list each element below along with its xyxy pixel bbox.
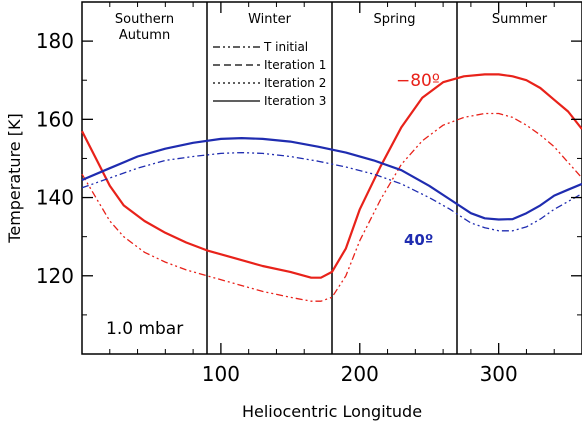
season-label-3: Summer	[492, 12, 548, 27]
axes-ticks: 120 140 160 180 100 200 300	[36, 2, 582, 386]
legend-label-0: T initial	[263, 40, 308, 54]
x-axis-title: Heliocentric Longitude	[242, 402, 422, 421]
y-tick-label-0: 120	[36, 264, 74, 288]
x-tick-label-1: 200	[341, 362, 379, 386]
x-tick-label-0: 100	[202, 362, 240, 386]
y-tick-label-1: 140	[36, 186, 74, 210]
y-axis-title: Temperature [K]	[5, 113, 24, 243]
series-line-3	[81, 151, 582, 232]
legend-label-2: Iteration 2	[264, 76, 326, 90]
series-line-1	[81, 112, 582, 302]
series-label-40: 40º	[404, 231, 433, 249]
y-tick-label-3: 180	[36, 29, 74, 53]
season-labels: Southern Autumn Winter Spring Summer	[115, 12, 548, 43]
legend: T initial Iteration 1 Iteration 2 Iteration…	[213, 40, 326, 108]
season-boundaries	[206, 2, 458, 354]
y-tick-label-2: 160	[36, 107, 74, 131]
series-line-2	[81, 137, 582, 221]
legend-label-1: Iteration 1	[264, 58, 326, 72]
x-tick-label-2: 300	[480, 362, 518, 386]
legend-label-3: Iteration 3	[264, 94, 326, 108]
series-group	[81, 73, 582, 302]
season-label-0: Southern Autumn	[115, 12, 174, 43]
pressure-annotation: 1.0 mbar	[106, 319, 183, 339]
season-label-1: Winter	[248, 12, 292, 27]
season-label-2: Spring	[374, 12, 416, 27]
series-line-0	[81, 73, 582, 279]
series-label-minus80: −80º	[396, 71, 440, 91]
